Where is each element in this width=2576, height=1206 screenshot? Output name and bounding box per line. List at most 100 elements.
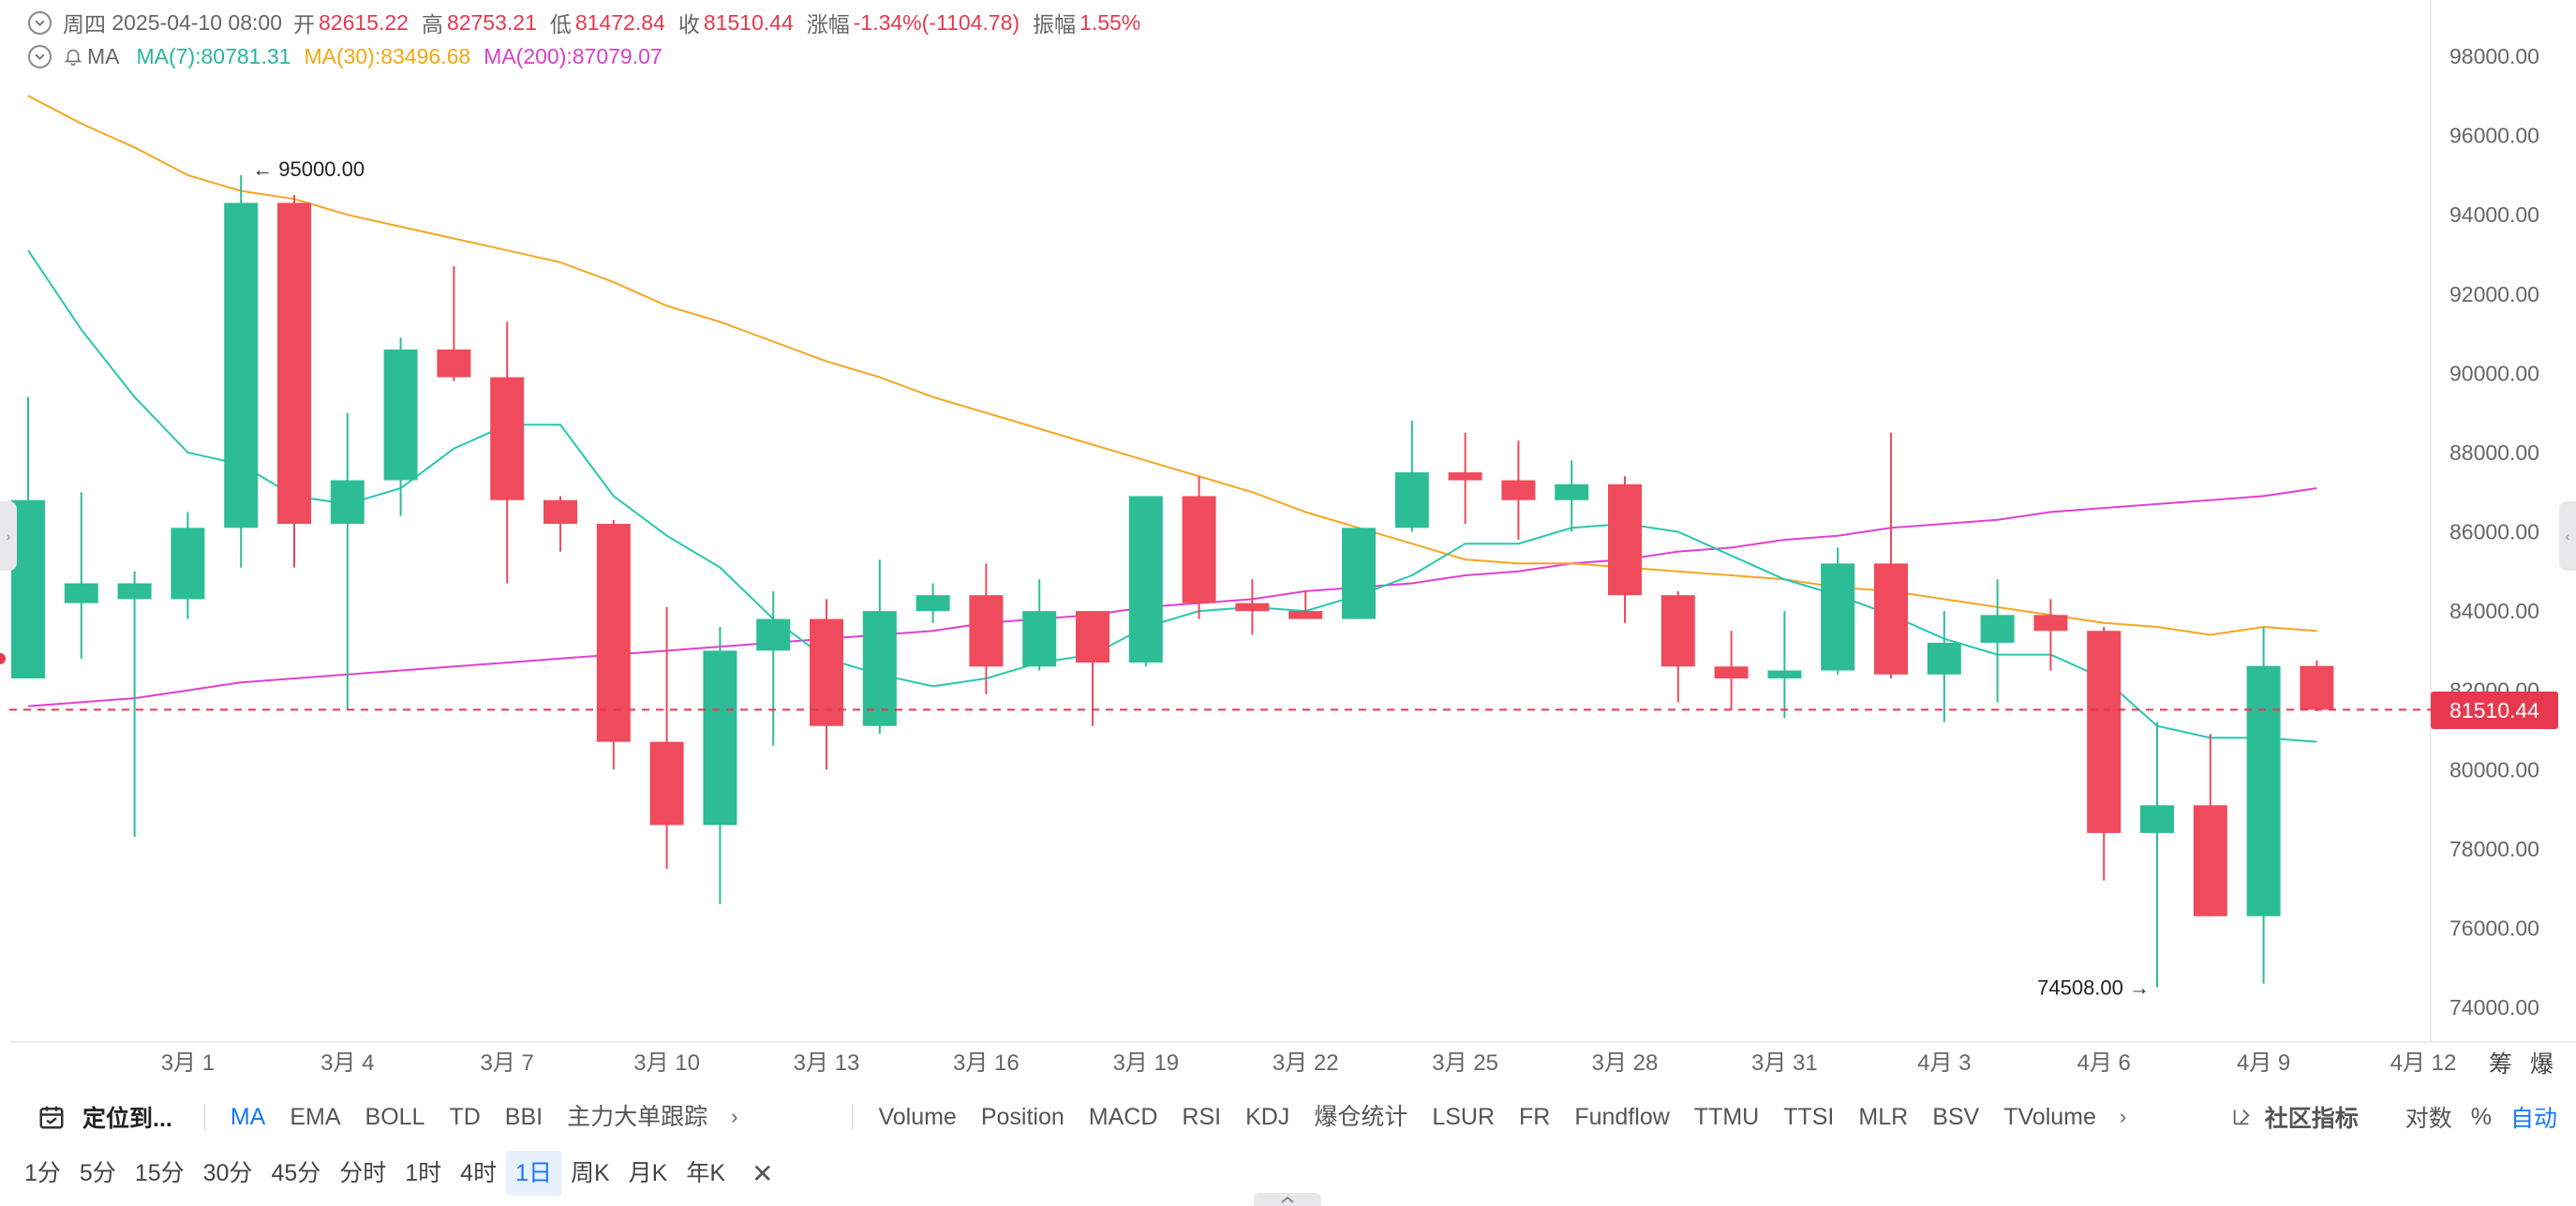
candle-body <box>1874 563 1908 675</box>
main-indicator-3[interactable]: TD <box>449 1104 481 1130</box>
candle-body <box>171 528 205 600</box>
close-label: 收 <box>678 12 700 37</box>
interval-1[interactable]: 5分 <box>79 1160 116 1186</box>
y-tick-label: 88000.00 <box>2449 440 2539 465</box>
interval-3[interactable]: 30分 <box>202 1160 253 1186</box>
ma7-value: MA(7):80781.31 <box>136 43 291 68</box>
candle-body <box>383 349 418 481</box>
candle-body <box>1394 472 1429 529</box>
candle-body <box>117 583 152 600</box>
left-panel-handle[interactable]: › <box>0 501 17 571</box>
candle-body <box>1501 480 1536 500</box>
interval-4[interactable]: 45分 <box>271 1160 321 1186</box>
main-indicator-1[interactable]: EMA <box>290 1104 341 1130</box>
sub-indicator-3[interactable]: RSI <box>1182 1104 1222 1130</box>
auto-scale-button[interactable]: 自动 <box>2509 1106 2557 1132</box>
community-indicators-button[interactable]: 社区指标 <box>2231 1100 2359 1134</box>
candle-body <box>2140 805 2174 833</box>
sub-indicator-4[interactable]: KDJ <box>1245 1104 1290 1130</box>
right-panel-handle[interactable]: ‹ <box>2559 501 2576 571</box>
sub-indicator-11[interactable]: MLR <box>1858 1104 1909 1130</box>
sub-indicator-7[interactable]: FR <box>1519 1104 1551 1130</box>
main-indicator-list: MA EMA BOLL TD BBI 主力大单跟踪 <box>218 1096 720 1138</box>
ma-name: MA <box>87 43 120 68</box>
main-indicator-4[interactable]: BBI <box>504 1104 543 1130</box>
open-value: 82615.22 <box>319 9 409 35</box>
sub-indicator-1[interactable]: Position <box>980 1104 1065 1130</box>
divider <box>852 1104 854 1130</box>
sub-indicator-12[interactable]: BSV <box>1932 1104 1980 1130</box>
candle-body <box>1128 496 1163 663</box>
interval-8[interactable]: 1日 <box>506 1151 561 1196</box>
collapse-toggle-icon[interactable] <box>28 10 52 35</box>
sub-indicator-6[interactable]: LSUR <box>1432 1104 1496 1130</box>
candle-body <box>1980 615 2015 643</box>
x-tick-label: 3月 7 <box>481 1050 534 1076</box>
ma30-line <box>27 95 2317 636</box>
bell-icon[interactable] <box>63 46 83 67</box>
candle-body <box>810 618 843 726</box>
open-label: 开 <box>293 12 315 37</box>
main-indicators-more-icon[interactable]: › <box>731 1105 738 1128</box>
interval-9[interactable]: 周K <box>570 1160 610 1186</box>
ma-collapse-toggle-icon[interactable] <box>28 44 52 68</box>
x-tick-label: 3月 28 <box>1592 1050 1659 1076</box>
sub-indicator-13[interactable]: TVolume <box>2003 1104 2096 1130</box>
candle-body <box>1714 666 1749 678</box>
candle-body <box>543 499 577 525</box>
divider <box>203 1104 205 1130</box>
sub-indicator-2[interactable]: MACD <box>1088 1104 1158 1130</box>
sub-indicators-more-icon[interactable]: › <box>2119 1105 2127 1128</box>
interval-5[interactable]: 分时 <box>339 1160 387 1186</box>
sub-indicator-10[interactable]: TTSI <box>1783 1104 1835 1130</box>
interval-6[interactable]: 1时 <box>405 1160 442 1186</box>
interval-11[interactable]: 年K <box>686 1160 726 1186</box>
sub-indicator-9[interactable]: TTMU <box>1693 1104 1760 1130</box>
candlestick-chart[interactable]: 98000.00 96000.00 94000.00 92000.00 90000.00… <box>0 0 2576 1087</box>
change-value: -1.34%(-1104.78) <box>853 9 1020 35</box>
bar-datetime: 2025-04-10 08:00 <box>112 9 282 35</box>
log-scale-button[interactable]: 对数 <box>2405 1106 2452 1132</box>
candle-body <box>1660 595 1695 667</box>
main-indicator-5[interactable]: 主力大单跟踪 <box>567 1104 708 1130</box>
ma-info-row: MA MA(7):80781.31 MA(30):83496.68 MA(200… <box>28 39 676 73</box>
y-tick-label: 94000.00 <box>2449 202 2539 227</box>
main-indicator-0[interactable]: MA <box>230 1104 266 1130</box>
candle-body <box>649 741 684 826</box>
close-icon[interactable]: ✕ <box>752 1158 774 1188</box>
chip-distribution-button[interactable]: 筹 <box>2489 1051 2513 1078</box>
right-tools: 社区指标 对数 % 自动 <box>2231 1100 2576 1134</box>
locate-to-label: 定位到... <box>82 1106 172 1132</box>
bottom-panel-handle[interactable] <box>1254 1193 1321 1206</box>
interval-toolbar: 1分 5分 15分 30分 45分 分时 1时 4时 1日 周K 月K 年K ✕ <box>0 1145 2576 1201</box>
interval-2[interactable]: 15分 <box>134 1160 185 1186</box>
chart-area[interactable]: 98000.00 96000.00 94000.00 92000.00 90000.00… <box>0 0 2576 1087</box>
candle-body <box>1555 484 1589 500</box>
chevron-up-icon <box>1281 1196 1294 1203</box>
x-tick-label: 3月 16 <box>953 1050 1020 1076</box>
amplitude-label: 振幅 <box>1033 12 1077 37</box>
ma7-line <box>27 249 2317 743</box>
locate-to-button[interactable]: 定位到... <box>0 1100 191 1134</box>
candle-body <box>1288 611 1323 619</box>
candle-body <box>490 377 525 500</box>
interval-0[interactable]: 1分 <box>24 1160 61 1186</box>
interval-10[interactable]: 月K <box>628 1160 668 1186</box>
x-tick-label: 4月 9 <box>2237 1050 2290 1076</box>
ma30-value: MA(30):83496.68 <box>304 43 471 68</box>
sub-indicator-8[interactable]: Fundflow <box>1574 1104 1670 1130</box>
interval-7[interactable]: 4时 <box>460 1160 498 1186</box>
candle-body <box>1767 670 1802 678</box>
chevron-left-icon: ‹ <box>2565 529 2570 543</box>
main-indicator-2[interactable]: BOLL <box>365 1104 425 1130</box>
candle-body <box>862 611 897 726</box>
calendar-icon <box>39 1106 64 1129</box>
sub-indicator-list: Volume Position MACD RSI KDJ 爆仓统计 LSUR FR Fundfl… <box>866 1096 2107 1138</box>
sub-indicator-5[interactable]: 爆仓统计 <box>1314 1104 1408 1130</box>
y-tick-label: 86000.00 <box>2449 520 2539 544</box>
sub-indicator-0[interactable]: Volume <box>878 1104 957 1130</box>
candle-body <box>2300 665 2334 710</box>
liquidation-button[interactable]: 爆 <box>2530 1051 2554 1078</box>
percent-scale-button[interactable]: % <box>2470 1103 2492 1130</box>
last-price-tag: 81510.44 <box>2431 692 2558 729</box>
